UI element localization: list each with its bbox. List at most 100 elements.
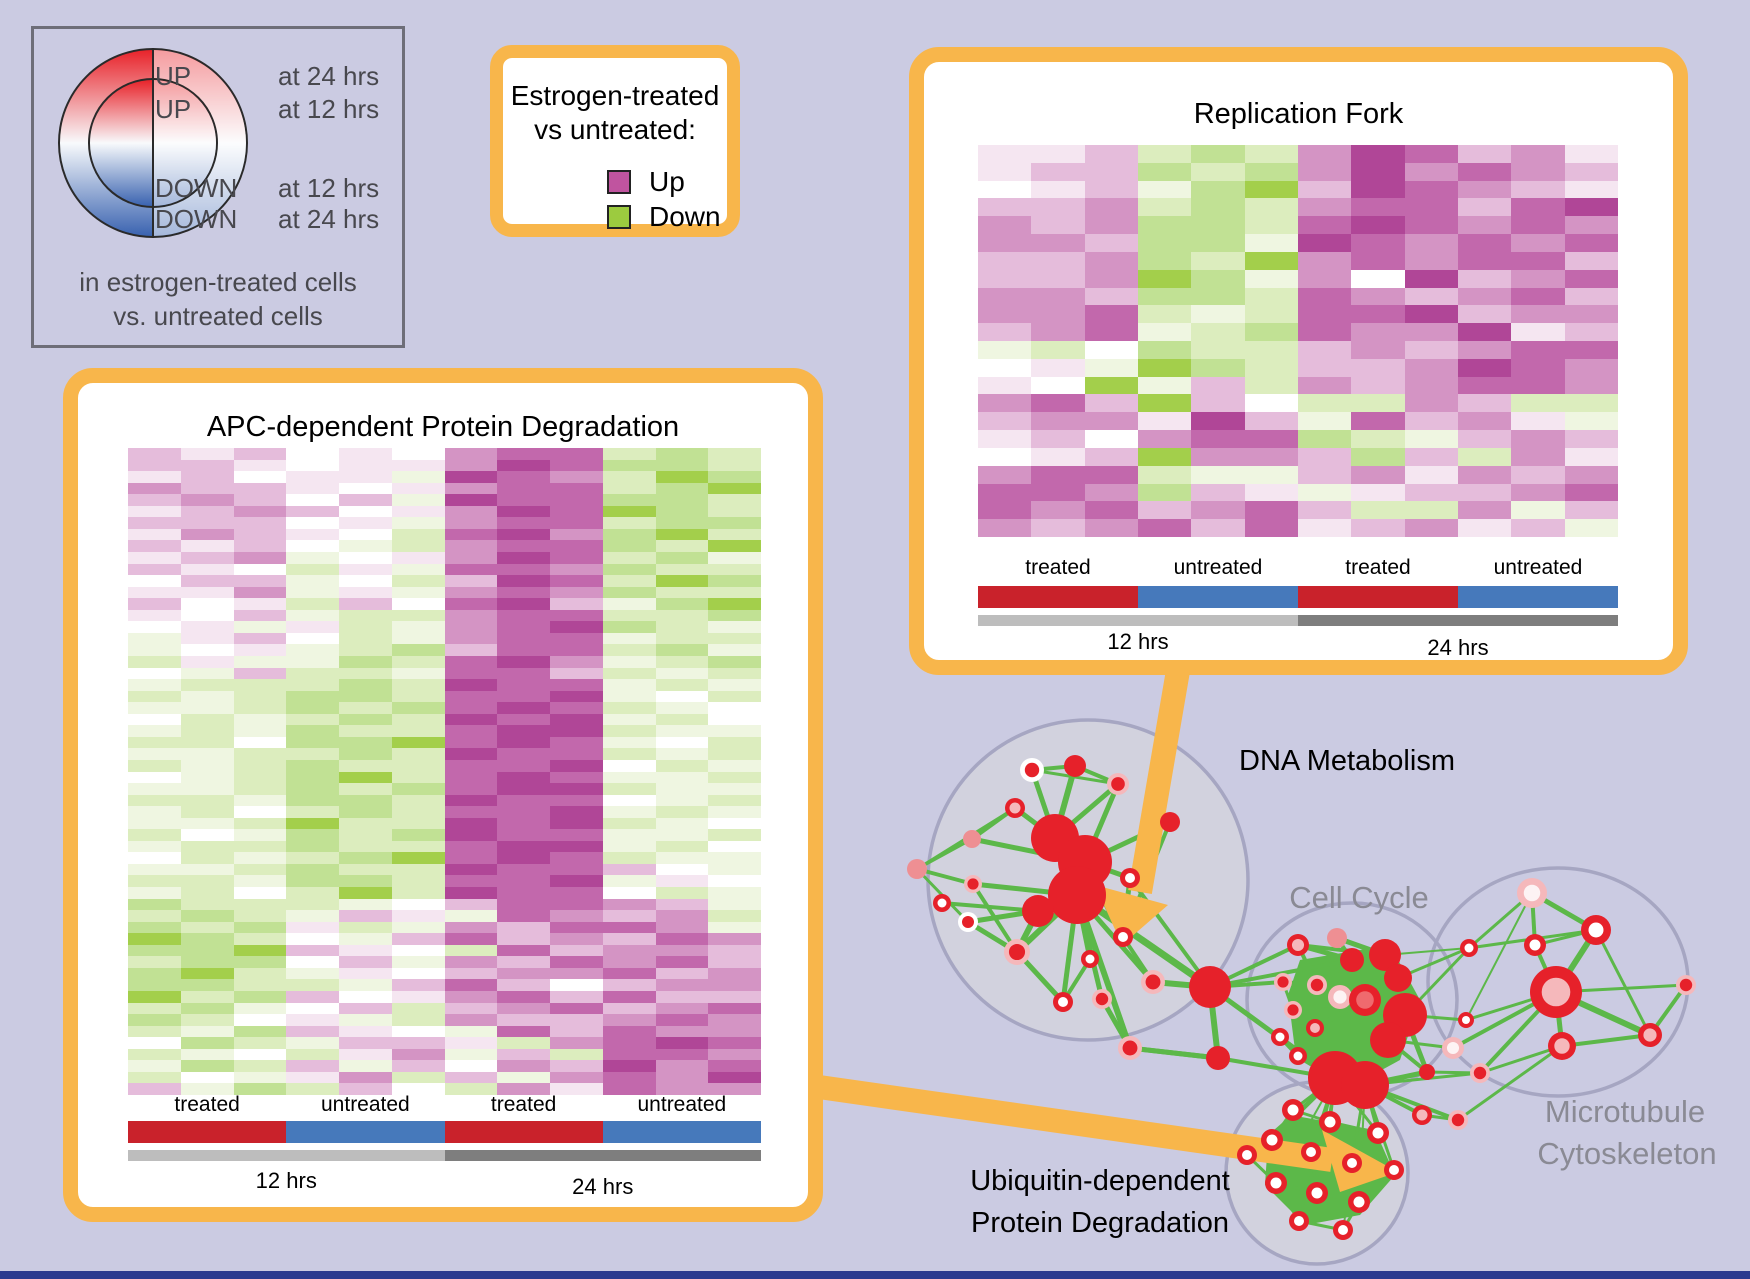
heatmap-cell: [655, 563, 709, 576]
heatmap-cell: [339, 540, 392, 552]
heatmap-cell: [444, 1037, 498, 1049]
heatmap-cell: [128, 621, 181, 633]
heatmap-cell: [497, 759, 550, 772]
heatmap-cell: [444, 875, 498, 888]
heatmap-cell: [602, 910, 656, 922]
heatmap-cell: [286, 505, 339, 518]
heatmap-cell: [1031, 394, 1085, 413]
heatmap-cell: [978, 430, 1032, 448]
network-edge: [1479, 1044, 1563, 1075]
heatmap-cell: [180, 1002, 234, 1015]
heatmap-cell: [1084, 358, 1138, 377]
heatmap-cell: [1511, 305, 1565, 324]
heatmap-cell: [286, 829, 339, 841]
heatmap-cell: [180, 1048, 234, 1061]
heatmap-cell: [602, 944, 656, 957]
heatmap-cell: [339, 563, 392, 576]
network-node-core: [1095, 992, 1109, 1006]
heatmap-cell: [180, 551, 234, 564]
heatmap-cell: [1137, 234, 1192, 252]
heatmap-cell: [1031, 483, 1085, 502]
heatmap-cell: [339, 967, 392, 980]
heatmap-cell: [602, 609, 656, 622]
condition-bar-untreated: [1458, 586, 1618, 608]
heatmap-cell: [1297, 198, 1352, 217]
network-node-core: [1643, 1028, 1657, 1042]
heatmap-cell: [286, 690, 339, 703]
heatmap-cell: [497, 1025, 550, 1038]
heatmap-cell: [339, 598, 392, 610]
heatmap-cell: [391, 1037, 445, 1049]
heatmap-cell: [708, 505, 761, 518]
heatmap-cell: [655, 967, 709, 980]
network-node-core: [1679, 978, 1693, 992]
condition-label-untreated: untreated: [1173, 556, 1263, 579]
heatmap-cell: [128, 482, 181, 495]
heatmap-cell: [339, 910, 392, 922]
heatmap-cell: [497, 979, 550, 992]
heatmap-cell: [128, 898, 181, 911]
heatmap-cell: [1191, 501, 1245, 520]
heatmap-cell: [391, 991, 445, 1003]
heatmap-cell: [1137, 287, 1192, 306]
condition-bar-untreated: [1138, 586, 1298, 608]
heatmap-cell: [128, 1014, 181, 1026]
network-node-core: [1058, 997, 1068, 1007]
heatmap-cell: [978, 394, 1032, 413]
down-color-swatch: [607, 205, 631, 229]
heatmap-cell: [497, 551, 550, 564]
network-node-core: [1464, 943, 1474, 953]
heatmap-cell: [602, 679, 656, 691]
heatmap-cell: [602, 667, 656, 680]
heatmap-cell: [1564, 501, 1618, 520]
heatmap-cell: [339, 944, 392, 957]
heatmap-cell: [550, 644, 603, 656]
heatmap-cell: [1404, 483, 1458, 502]
heatmap-cell: [1244, 483, 1298, 502]
heatmap-cell: [339, 979, 392, 992]
heatmap-cell: [1084, 447, 1138, 466]
heatmap-cell: [655, 725, 709, 737]
time-label-24hrs: 24 hrs: [1427, 635, 1489, 660]
heatmap-cell: [550, 1025, 603, 1038]
network-node-core: [1310, 1023, 1320, 1033]
network-edge: [1594, 929, 1652, 1036]
heatmap-cell: [128, 806, 181, 818]
heatmap-cell: [233, 725, 287, 737]
ring-axis-line: [152, 48, 154, 238]
heatmap-cell: [1297, 269, 1352, 288]
heatmap-cell: [497, 667, 550, 680]
heatmap-cell: [655, 875, 709, 888]
heatmap-cell: [339, 817, 392, 830]
heatmap-cell: [1137, 465, 1192, 484]
heatmap-cell: [1511, 412, 1565, 431]
heatmap-cell: [708, 471, 761, 483]
heatmap-cell: [1564, 465, 1618, 484]
heatmap-cell: [550, 875, 603, 888]
heatmap-cell: [1137, 376, 1192, 395]
heatmap-cell: [391, 956, 445, 968]
heatmap-cell: [1244, 341, 1298, 359]
heatmap-cell: [1084, 483, 1138, 502]
network-node-core: [1588, 922, 1604, 938]
heatmap-cell: [286, 817, 339, 830]
heatmap-cell: [180, 979, 234, 992]
heatmap-cell: [655, 806, 709, 818]
heatmap-cell: [286, 783, 339, 795]
network-node-core: [1462, 1016, 1470, 1024]
heatmap-cell: [550, 528, 603, 541]
heatmap-cell: [1351, 519, 1405, 537]
heatmap-cell: [1404, 162, 1458, 181]
up-color-swatch: [607, 170, 631, 194]
heatmap-cell: [602, 1060, 656, 1072]
heatmap-cell: [339, 482, 392, 495]
heatmap-cell: [1297, 305, 1352, 324]
heatmap-cell: [550, 829, 603, 841]
heatmap-cell: [180, 632, 234, 645]
heatmap-cell: [1244, 394, 1298, 413]
heatmap-cell: [978, 501, 1032, 520]
heatmap-cell: [444, 1048, 498, 1061]
heatmap-cell: [1511, 323, 1565, 341]
network-node-core: [962, 916, 974, 928]
ring-legend: UP at 24 hrs UP at 12 hrs DOWN at 12 hrs…: [31, 26, 405, 348]
